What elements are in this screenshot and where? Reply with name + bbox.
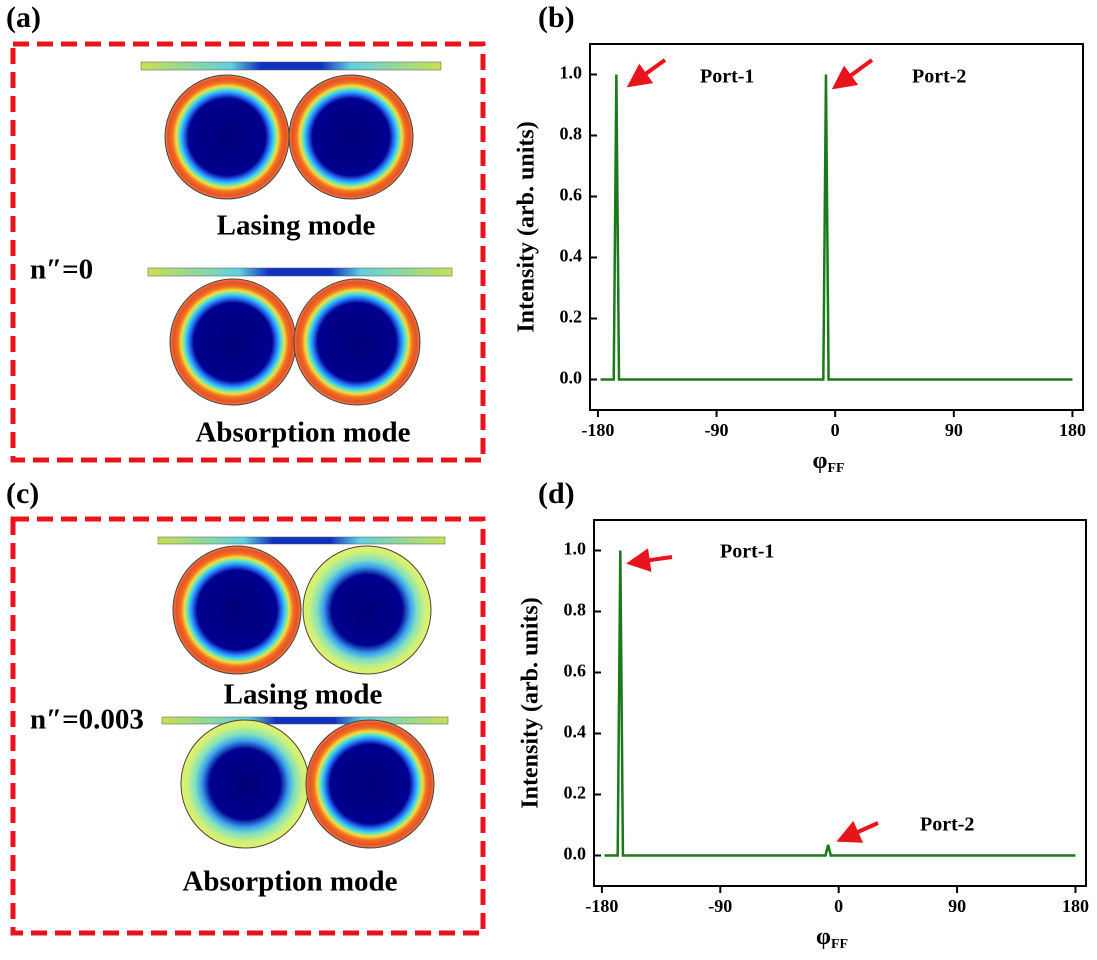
y-tick-label: 0.4: [560, 246, 583, 266]
y-tick-label: 1.0: [564, 539, 587, 559]
y-tick-label: 0.0: [564, 844, 587, 864]
annotation-arrow: [840, 823, 878, 840]
y-tick-label: 0.8: [564, 600, 587, 620]
plot-frame: [594, 520, 1086, 886]
x-axis-subscript: FF: [827, 461, 844, 476]
y-tick-label: 0.0: [560, 368, 583, 388]
y-tick-label: 0.6: [564, 661, 587, 681]
annotation: Port-1: [720, 541, 774, 563]
x-tick-label: 0: [834, 896, 843, 916]
x-tick-label: -90: [708, 896, 732, 916]
x-axis-label: φFF: [812, 448, 844, 477]
mode-label: Absorption mode: [195, 417, 410, 449]
waveguide: [158, 537, 445, 544]
y-tick-label: 0.6: [560, 185, 583, 205]
y-tick-label: 0.8: [560, 124, 583, 144]
ring: [303, 546, 431, 674]
panel-label: (c): [6, 477, 39, 510]
x-tick-label: 90: [945, 420, 963, 440]
annotation-arrow: [630, 60, 665, 85]
ring: [306, 720, 434, 848]
y-tick-label: 1.0: [560, 63, 583, 83]
ring: [289, 75, 413, 199]
plot-frame: [590, 44, 1083, 410]
mode-label: Absorption mode: [182, 866, 397, 898]
mode-label: Lasing mode: [217, 210, 376, 242]
panel-label: (b): [538, 1, 575, 34]
ring: [181, 720, 309, 848]
x-tick-label: 90: [948, 896, 966, 916]
y-tick-label: 0.2: [560, 307, 583, 327]
waveguide: [141, 62, 441, 70]
y-tick-label: 0.2: [564, 783, 587, 803]
panel-label: (d): [538, 477, 575, 510]
ring: [170, 279, 296, 405]
data-line: [601, 75, 1073, 380]
ring: [294, 279, 420, 405]
annotation-arrow: [630, 557, 672, 563]
x-axis-label: φFF: [816, 924, 848, 953]
x-tick-label: 180: [1062, 896, 1089, 916]
mode-label: Lasing mode: [224, 679, 383, 711]
waveguide: [148, 268, 452, 276]
annotation: Port-2: [912, 66, 966, 88]
y-tick-label: 0.4: [564, 722, 587, 742]
x-tick-label: 180: [1059, 420, 1086, 440]
panel-label: (a): [6, 1, 41, 34]
x-tick-label: -180: [581, 420, 614, 440]
ring: [173, 546, 301, 674]
ring: [165, 75, 289, 199]
x-tick-label: -180: [585, 896, 618, 916]
annotation: Port-1: [700, 66, 754, 88]
data-line: [605, 551, 1076, 856]
x-tick-label: 0: [831, 420, 840, 440]
n-label: n″=0: [30, 254, 93, 286]
x-axis-symbol: φ: [812, 448, 827, 474]
y-axis-label: Intensity (arb. units): [514, 121, 540, 332]
annotation: Port-2: [920, 814, 974, 836]
y-axis-label: Intensity (arb. units): [518, 597, 544, 808]
x-axis-subscript: FF: [831, 937, 848, 952]
x-tick-label: -90: [705, 420, 729, 440]
figure: (a) n″=0 Lasing mode Absorption mode (c)…: [0, 0, 1097, 960]
x-axis-symbol: φ: [816, 924, 831, 950]
annotation-arrow: [835, 60, 872, 87]
n-label: n″=0.003: [30, 704, 144, 736]
waveguide: [162, 717, 448, 724]
